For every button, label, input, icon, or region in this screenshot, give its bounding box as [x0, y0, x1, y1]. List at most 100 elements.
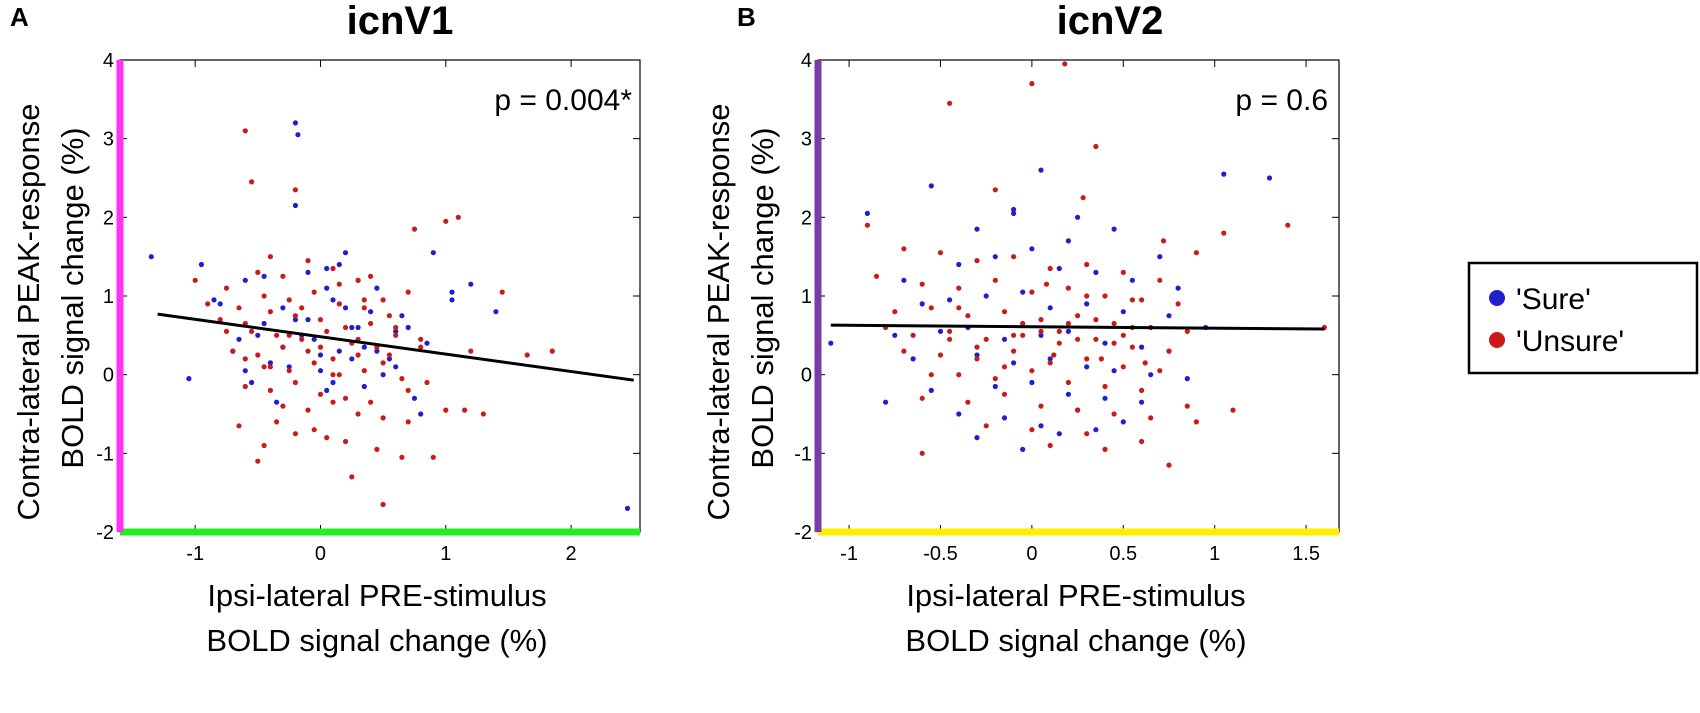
icnv2-point-unsure	[1043, 281, 1050, 287]
icnv1-point-unsure	[205, 301, 211, 307]
icnv2-point-sure	[928, 387, 934, 393]
icnv2-point-unsure	[919, 395, 925, 401]
icnv2-point-sure	[947, 297, 953, 303]
icnv1-point-sure	[249, 379, 255, 386]
icnv1-point-sure	[211, 297, 217, 303]
icnv1-y-tick-label: 2	[103, 207, 114, 229]
icnv1-point-unsure	[292, 431, 298, 437]
icnv1-point-unsure	[368, 320, 374, 327]
icnv1-point-unsure	[267, 387, 273, 393]
icnv1-point-unsure	[267, 254, 273, 260]
icnv1-point-sure	[324, 387, 330, 393]
icnv1-point-sure	[186, 376, 192, 382]
icnv2-point-sure	[1166, 313, 1172, 319]
icnv1-point-sure	[286, 364, 292, 370]
icnv1-point-unsure	[280, 273, 286, 279]
icnv2-point-unsure	[974, 344, 980, 350]
icnv2-point-unsure	[1062, 61, 1068, 67]
icnv1-fit-line	[157, 312, 634, 382]
icnv2-x-tick-label: -1	[840, 543, 858, 565]
icnv2-point-unsure	[892, 309, 898, 315]
icnv2-point-sure	[892, 332, 898, 338]
icnv2-point-sure	[1102, 395, 1108, 401]
icnv2-point-unsure	[1001, 391, 1008, 397]
icnv2-point-unsure	[965, 399, 971, 405]
icnv1-point-unsure	[355, 411, 361, 417]
icnv1-point-unsure	[311, 427, 317, 433]
icnv1-point-unsure	[361, 368, 367, 374]
icnv2-point-sure	[974, 226, 980, 232]
icnv1-point-unsure	[549, 348, 555, 354]
icnv2-plot-frame	[817, 59, 1340, 533]
icnv1-point-unsure	[311, 289, 317, 295]
icnv1-x-tick-label: -1	[186, 543, 204, 565]
icnv2-point-sure	[1029, 379, 1035, 386]
icnv2-point-sure	[1139, 344, 1145, 350]
icnv2-point-sure	[828, 340, 834, 346]
icnv2-point-sure	[919, 301, 925, 307]
icnv2-point-unsure	[1175, 301, 1181, 307]
icnv1-point-sure	[242, 277, 248, 283]
icnv1-point-sure	[217, 301, 223, 307]
icnv2-point-unsure	[1080, 195, 1086, 201]
icnv1-point-sure	[148, 254, 154, 260]
icnv2-point-unsure	[928, 372, 934, 378]
icnv1-point-unsure	[524, 352, 530, 358]
icnv2-point-sure	[1056, 431, 1062, 437]
icnv2-point-unsure	[965, 313, 971, 319]
icnv2-point-unsure	[1001, 309, 1008, 315]
icnv2-point-unsure	[1166, 462, 1172, 468]
icnv1-point-sure	[324, 285, 330, 291]
icnv1-point-unsure	[424, 379, 430, 386]
icnv1-point-sure	[411, 395, 418, 401]
icnv1-point-sure	[292, 202, 298, 209]
icnv2-point-unsure	[1084, 293, 1090, 299]
icnv1-point-unsure	[242, 356, 248, 362]
icnv1-point-unsure	[249, 328, 255, 334]
icnv2-point-unsure	[901, 348, 907, 354]
icnv2-point-sure	[1075, 214, 1081, 220]
icnv2-point-unsure	[1098, 356, 1104, 362]
icnv2-point-unsure	[1084, 431, 1090, 437]
icnv2-point-sure	[1038, 423, 1044, 429]
icnv1-point-unsure	[274, 332, 280, 338]
icnv1-point-sure	[430, 250, 436, 256]
icnv2-point-sure	[1056, 265, 1062, 272]
icnv2-point-sure	[983, 293, 989, 299]
icnv2-point-unsure	[1051, 352, 1057, 358]
icnv1-point-sure	[255, 332, 261, 338]
icnv2-point-unsure	[901, 246, 907, 252]
icnv2-point-unsure	[1166, 348, 1172, 354]
icnv1-point-sure	[292, 120, 298, 126]
icnv1-point-unsure	[236, 423, 242, 429]
icnv1-point-sure	[380, 372, 386, 378]
icnv1-point-sure	[386, 356, 392, 362]
icnv2-point-unsure	[1093, 317, 1099, 323]
icnv2-point-unsure	[983, 423, 989, 429]
icnv2-point-unsure	[910, 332, 916, 338]
icnv1-point-unsure	[305, 407, 311, 413]
icnv2-point-unsure	[983, 336, 989, 342]
icnv2-title: icnV2	[1057, 0, 1164, 43]
icnv1-y-tick-label: -1	[96, 443, 114, 465]
icnv1-point-sure	[493, 309, 499, 315]
panel-a-letter: A	[10, 2, 29, 32]
icnv1-point-sure	[449, 297, 455, 303]
icnv2-point-unsure	[1184, 328, 1190, 334]
icnv1-point-unsure	[299, 305, 305, 311]
icnv1-point-unsure	[405, 419, 411, 425]
icnv1-point-unsure	[330, 265, 336, 272]
icnv2-x-label-line1: Ipsi-lateral PRE-stimulus	[906, 578, 1245, 613]
icnv1-point-sure	[317, 352, 324, 358]
icnv2-x-tick-label: 0.5	[1109, 543, 1137, 565]
icnv2-point-sure	[901, 277, 907, 283]
icnv2-point-unsure	[1093, 336, 1099, 342]
icnv2-point-unsure	[1102, 446, 1108, 452]
icnv2-point-unsure	[1111, 320, 1117, 327]
icnv2-point-unsure	[1139, 297, 1145, 303]
icnv1-point-unsure	[455, 214, 461, 220]
icnv2-point-unsure	[1111, 340, 1117, 346]
icnv2-point-sure	[1139, 399, 1145, 405]
icnv2-point-unsure	[1047, 360, 1053, 366]
icnv1-point-sure	[624, 505, 631, 511]
